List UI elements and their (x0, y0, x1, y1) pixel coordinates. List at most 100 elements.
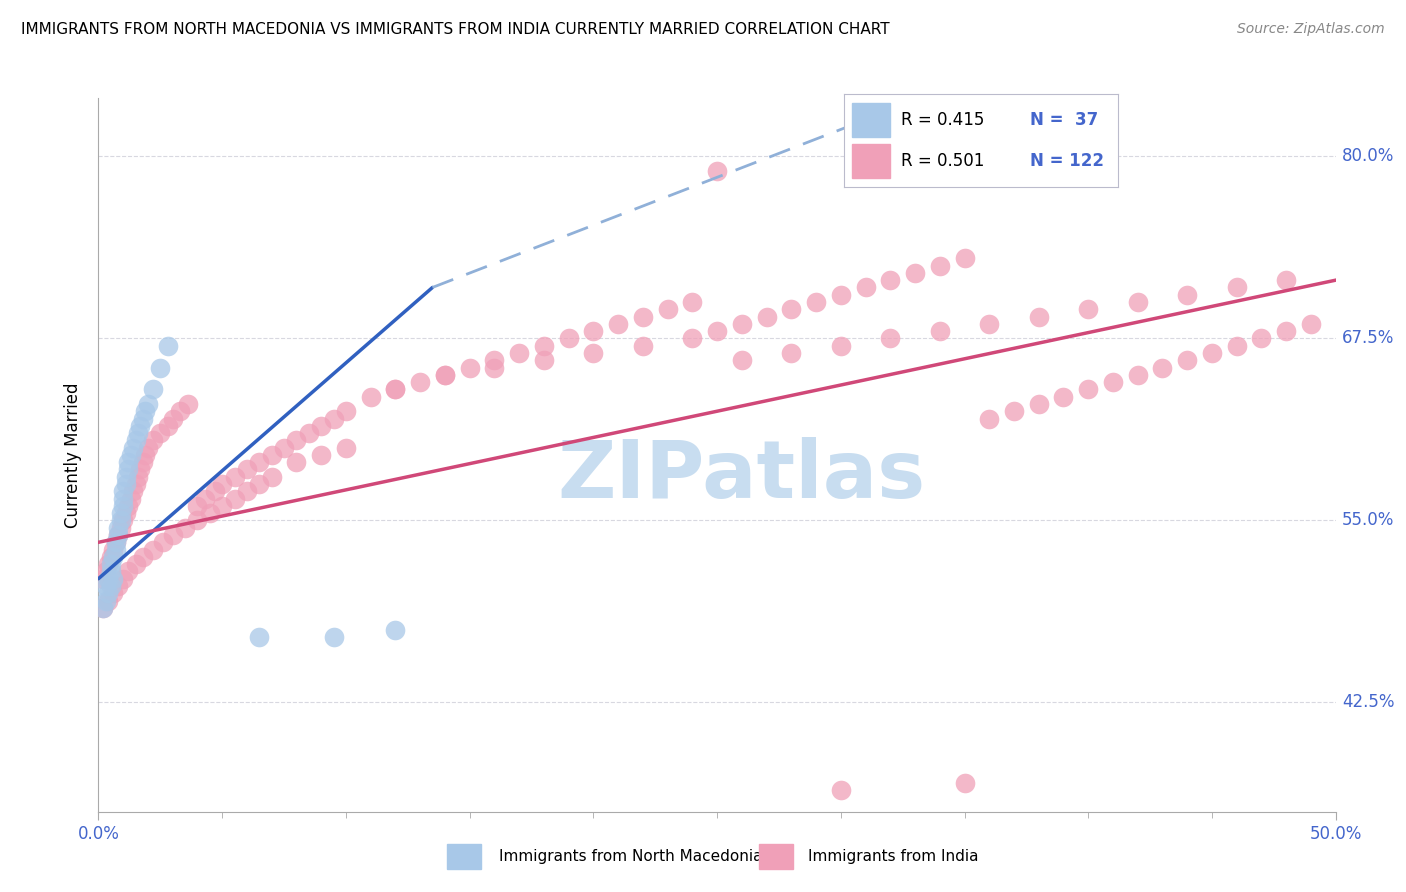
Point (107, 528, 129, 542)
Point (285, 434, 308, 448)
Point (104, 535, 127, 549)
Point (1250, 331, 1272, 345)
Point (879, 331, 901, 345)
Point (780, 302, 803, 317)
Point (309, 418, 332, 433)
Point (117, 565, 139, 579)
Point (132, 455, 155, 469)
Point (830, 783, 852, 797)
Point (186, 499, 208, 513)
Point (1028, 310, 1050, 324)
Point (112, 491, 135, 506)
Point (1175, 287, 1198, 301)
Point (114, 469, 136, 483)
Point (104, 542, 127, 557)
Point (285, 455, 308, 469)
Point (117, 499, 139, 513)
Point (162, 528, 184, 542)
Point (93, 572, 115, 586)
Point (247, 455, 270, 469)
Point (211, 499, 233, 513)
Point (582, 324, 605, 338)
Point (433, 368, 456, 382)
FancyBboxPatch shape (852, 103, 890, 136)
Point (582, 346, 605, 360)
Text: N =  37: N = 37 (1031, 111, 1098, 128)
Point (100, 557, 122, 571)
Point (360, 390, 382, 404)
Point (1201, 346, 1223, 360)
Text: ZIPatlas: ZIPatlas (558, 437, 927, 516)
Point (904, 266, 927, 280)
Point (103, 549, 125, 564)
Point (1299, 317, 1322, 331)
Point (94, 579, 117, 593)
Point (204, 484, 226, 499)
Text: 55.0%: 55.0% (1341, 511, 1395, 530)
Point (928, 259, 950, 273)
Point (260, 469, 283, 483)
Point (122, 441, 145, 455)
FancyBboxPatch shape (852, 145, 890, 178)
Point (156, 418, 179, 433)
Point (409, 375, 432, 389)
Point (103, 542, 125, 557)
Text: R = 0.415: R = 0.415 (901, 111, 984, 128)
Point (855, 280, 877, 294)
Point (484, 353, 506, 368)
Point (1175, 353, 1198, 368)
Point (247, 477, 270, 491)
Point (830, 287, 852, 301)
Point (136, 441, 159, 455)
Point (94, 593, 117, 607)
Point (127, 426, 149, 441)
Point (484, 360, 506, 375)
Text: R = 0.501: R = 0.501 (901, 153, 984, 170)
Text: 67.5%: 67.5% (1341, 329, 1395, 347)
Point (731, 317, 754, 331)
Point (1226, 339, 1249, 353)
Point (1077, 302, 1099, 317)
Point (129, 418, 152, 433)
Point (224, 491, 246, 506)
Point (194, 491, 217, 506)
Point (142, 542, 165, 557)
Point (1002, 404, 1025, 418)
Point (681, 295, 703, 310)
Point (879, 273, 901, 287)
Point (104, 535, 127, 549)
Point (114, 477, 136, 491)
Point (1275, 273, 1298, 287)
Point (149, 426, 172, 441)
Point (132, 549, 155, 564)
Point (93, 600, 115, 615)
Point (100, 579, 122, 593)
Point (124, 477, 146, 491)
Point (132, 411, 155, 425)
Point (142, 383, 165, 397)
Point (384, 623, 406, 637)
Point (149, 360, 172, 375)
Text: 42.5%: 42.5% (1341, 693, 1395, 712)
Point (681, 331, 703, 345)
Point (508, 346, 530, 360)
Point (112, 572, 135, 586)
Point (94, 565, 117, 579)
Point (631, 339, 654, 353)
Point (93, 600, 115, 615)
Text: Immigrants from India: Immigrants from India (808, 849, 979, 863)
Point (103, 572, 125, 586)
Point (124, 434, 146, 448)
Point (107, 521, 129, 535)
Y-axis label: Currently Married: Currently Married (65, 382, 83, 528)
Point (100, 549, 122, 564)
Point (124, 557, 146, 571)
Point (706, 164, 728, 178)
Point (169, 404, 191, 418)
Point (134, 448, 156, 462)
Point (134, 404, 156, 418)
Point (657, 302, 679, 317)
Point (112, 499, 135, 513)
Point (100, 565, 122, 579)
Point (224, 469, 246, 483)
